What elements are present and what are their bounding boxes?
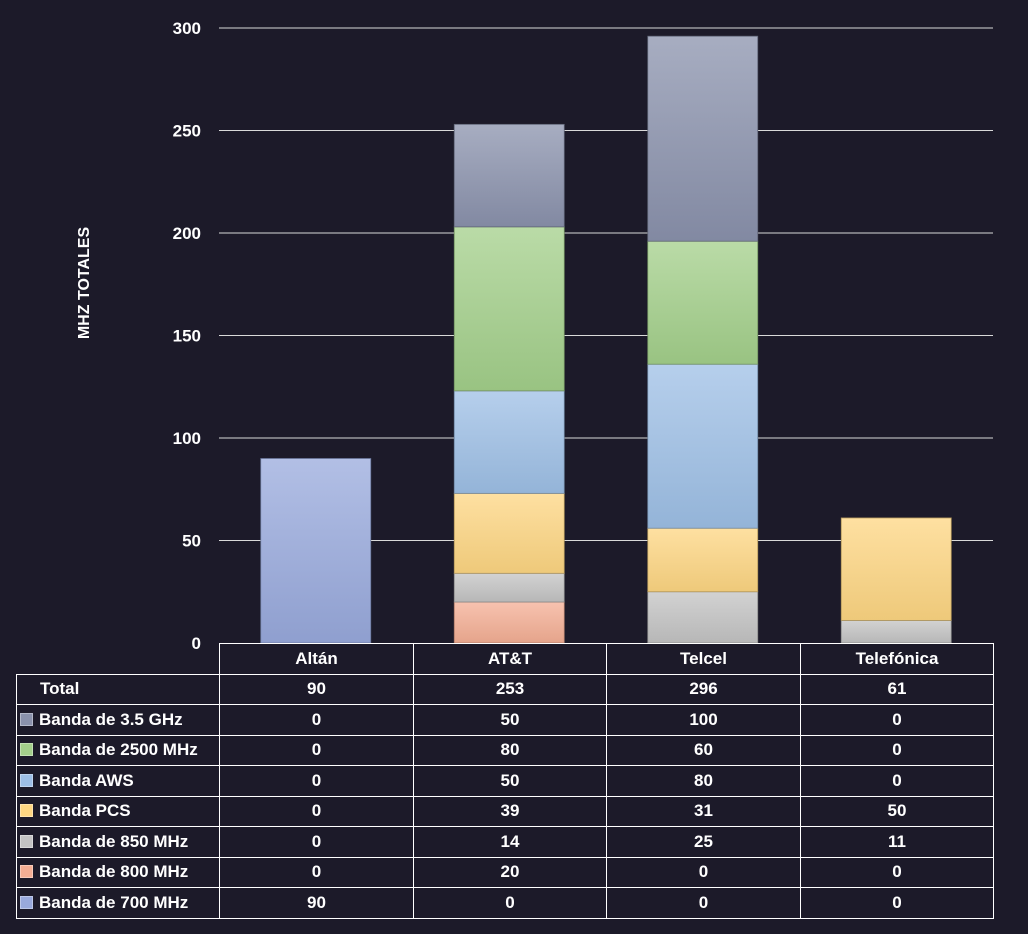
category-label: AT&T: [413, 643, 607, 675]
data-value: 0: [219, 734, 414, 766]
total-value: 296: [606, 673, 801, 705]
total-value: 90: [219, 673, 414, 705]
bar-segment: [647, 527, 759, 593]
data-value: 39: [413, 795, 607, 827]
table-corner: [16, 643, 220, 675]
data-value: 25: [606, 826, 801, 858]
data-table: Altán AT&T Telcel Telefónica Total 90 253 296 6…: [16, 643, 994, 919]
bar-segment: [647, 35, 759, 242]
bar-segment: [453, 601, 565, 644]
table-header-row: Altán AT&T Telcel Telefónica: [16, 643, 994, 675]
total-row-label: Total: [16, 673, 220, 705]
data-value: 0: [800, 887, 994, 919]
table-body: Total 90 253 296 61 Banda de 3.5 GHz 0 50 100 0 Ba…: [16, 673, 994, 919]
bar-segment: [840, 620, 952, 644]
y-axis-label: MHZ TOTALES: [76, 227, 93, 340]
category-label: Altán: [219, 643, 414, 675]
series-label: Banda de 850 MHz: [16, 826, 220, 858]
data-value: 0: [219, 765, 414, 797]
table-row-total: Total 90 253 296 61: [16, 673, 994, 705]
data-value: 0: [413, 887, 607, 919]
series-label: Banda PCS: [16, 795, 220, 827]
series-name: Banda de 2500 MHz: [39, 740, 198, 760]
data-value: 0: [800, 856, 994, 888]
data-value: 0: [219, 826, 414, 858]
legend-swatch: [20, 773, 33, 787]
data-value: 31: [606, 795, 801, 827]
series-name: Banda AWS: [39, 770, 134, 790]
y-tick-label: 300: [173, 19, 201, 38]
data-value: 50: [413, 765, 607, 797]
data-value: 0: [219, 795, 414, 827]
bar-segment: [453, 390, 565, 494]
series-label: Banda AWS: [16, 765, 220, 797]
bar-segment: [453, 492, 565, 574]
legend-swatch: [20, 804, 33, 818]
data-value: 0: [219, 856, 414, 888]
data-value: 0: [800, 704, 994, 736]
series-name: Banda de 700 MHz: [39, 892, 189, 912]
data-value: 0: [606, 887, 801, 919]
table-row: Banda PCS 0 39 31 50: [16, 795, 994, 827]
total-value: 253: [413, 673, 607, 705]
data-value: 50: [413, 704, 607, 736]
series-name: Banda de 850 MHz: [39, 831, 189, 851]
bar-segment: [453, 572, 565, 603]
legend-swatch: [20, 712, 33, 726]
series-name: Banda de 800 MHz: [39, 862, 189, 882]
bar-segment: [453, 226, 565, 392]
series-name: Banda de 3.5 GHz: [39, 709, 183, 729]
category-label: Telefónica: [800, 643, 994, 675]
legend-swatch: [20, 834, 33, 848]
series-label: Banda de 700 MHz: [16, 887, 220, 919]
bar-segment: [260, 458, 372, 644]
y-tick-label: 150: [173, 327, 201, 346]
table-row: Banda de 2500 MHz 0 80 60 0: [16, 734, 994, 766]
series-label: Banda de 2500 MHz: [16, 734, 220, 766]
data-value: 14: [413, 826, 607, 858]
data-value: 11: [800, 826, 994, 858]
y-tick-label: 250: [173, 122, 201, 141]
data-value: 0: [219, 704, 414, 736]
table-row: Banda de 800 MHz 0 20 0 0: [16, 856, 994, 888]
data-value: 100: [606, 704, 801, 736]
series-label: Banda de 800 MHz: [16, 856, 220, 888]
bar-segment: [647, 240, 759, 365]
bar-segment: [453, 123, 565, 228]
data-value: 80: [413, 734, 607, 766]
data-value: 20: [413, 856, 607, 888]
series-name: Banda PCS: [39, 801, 131, 821]
data-value: 80: [606, 765, 801, 797]
table-row: Banda AWS 0 50 80 0: [16, 765, 994, 797]
bars: [260, 35, 952, 644]
data-value: 0: [800, 734, 994, 766]
bar-segment: [840, 517, 952, 621]
legend-swatch: [20, 743, 33, 757]
data-value: 90: [219, 887, 414, 919]
legend-swatch: [20, 865, 33, 879]
series-label: Banda de 3.5 GHz: [16, 704, 220, 736]
data-value: 60: [606, 734, 801, 766]
y-tick-label: 100: [173, 429, 201, 448]
table-row: Banda de 3.5 GHz 0 50 100 0: [16, 704, 994, 736]
bar-segment: [647, 363, 759, 529]
total-value: 61: [800, 673, 994, 705]
table-row: Banda de 700 MHz 90 0 0 0: [16, 887, 994, 919]
data-value: 50: [800, 795, 994, 827]
bar-segment: [647, 591, 759, 644]
table-row: Banda de 850 MHz 0 14 25 11: [16, 826, 994, 858]
legend-swatch: [20, 895, 33, 909]
data-value: 0: [606, 856, 801, 888]
category-label: Telcel: [606, 643, 801, 675]
y-tick-label: 200: [173, 224, 201, 243]
y-tick-label: 50: [182, 532, 201, 551]
data-value: 0: [800, 765, 994, 797]
